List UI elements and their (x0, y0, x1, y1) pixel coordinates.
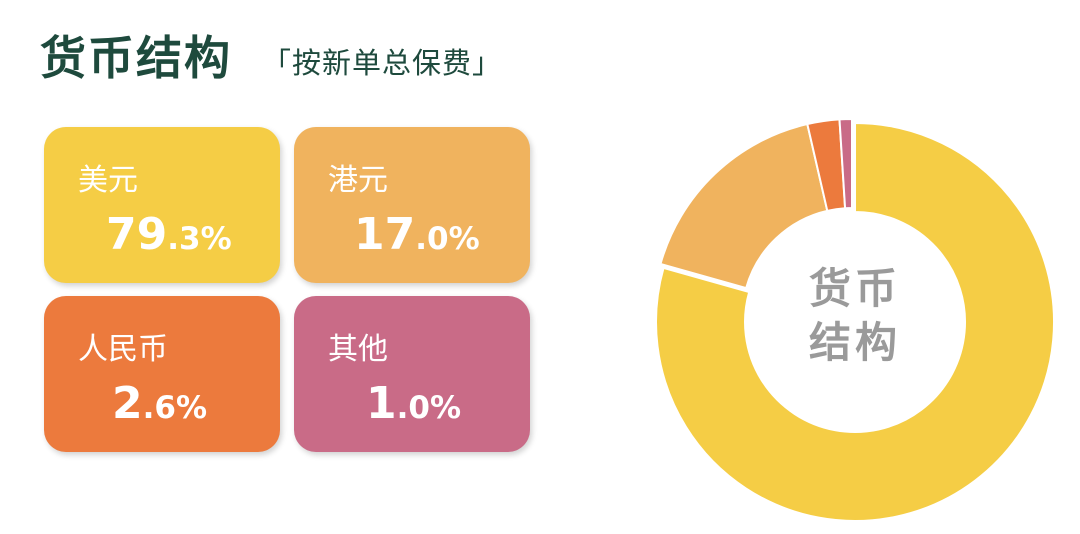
value-decimal: .6% (142, 390, 208, 426)
card-label: 其他 (328, 332, 388, 367)
donut-slice-1 (659, 122, 829, 290)
card-other: 其他 1.0% (294, 296, 530, 452)
donut-slice-3 (838, 117, 853, 210)
value-decimal: .0% (396, 390, 462, 426)
card-label: 美元 (78, 163, 138, 198)
value-integer: 79 (106, 209, 168, 260)
card-value: 2.6% (112, 378, 207, 429)
card-value: 79.3% (106, 209, 232, 260)
donut-center-label: 货币结构 (808, 264, 901, 367)
card-label: 港元 (328, 163, 388, 198)
page-subtitle: 「按新单总保费」 (262, 46, 503, 80)
value-decimal: .0% (415, 221, 480, 257)
card-hkd: 港元 17.0% (294, 127, 530, 283)
value-integer: 2 (112, 378, 143, 429)
value-integer: 1 (366, 378, 397, 429)
card-value: 17.0% (354, 209, 480, 260)
card-label: 人民币 (78, 332, 168, 367)
value-decimal: .3% (167, 221, 232, 257)
card-usd: 美元 79.3% (44, 127, 280, 283)
card-value: 1.0% (366, 378, 461, 429)
value-integer: 17 (354, 209, 416, 260)
page-title: 货币结构 (40, 31, 232, 85)
donut-slice-0 (655, 121, 1055, 522)
card-cny: 人民币 2.6% (44, 296, 280, 452)
